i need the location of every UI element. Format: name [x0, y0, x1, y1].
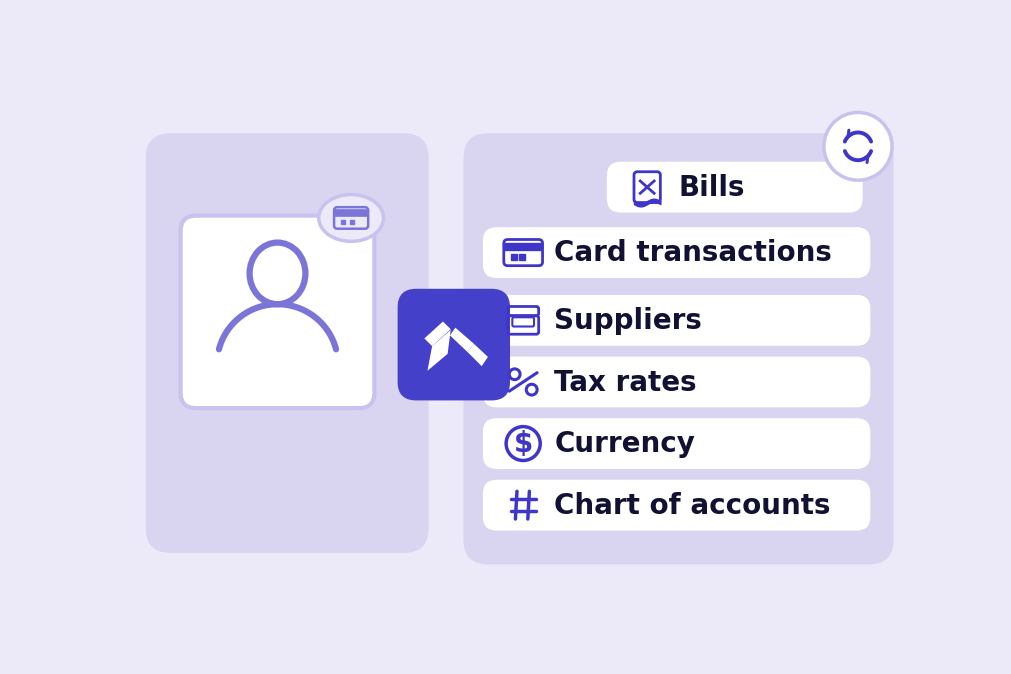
FancyBboxPatch shape — [483, 357, 870, 407]
FancyBboxPatch shape — [483, 227, 870, 278]
Text: Currency: Currency — [554, 430, 695, 458]
Text: Chart of accounts: Chart of accounts — [554, 492, 831, 520]
Text: Suppliers: Suppliers — [554, 307, 702, 335]
Text: Bills: Bills — [678, 174, 745, 202]
Text: Card transactions: Card transactions — [554, 239, 832, 268]
FancyBboxPatch shape — [483, 295, 870, 346]
Polygon shape — [428, 330, 451, 371]
Circle shape — [824, 113, 892, 180]
FancyBboxPatch shape — [483, 480, 870, 530]
Ellipse shape — [318, 195, 383, 241]
Text: $: $ — [514, 430, 533, 458]
FancyBboxPatch shape — [397, 288, 510, 400]
FancyBboxPatch shape — [463, 133, 894, 564]
FancyBboxPatch shape — [483, 418, 870, 469]
FancyBboxPatch shape — [607, 162, 862, 212]
FancyBboxPatch shape — [146, 133, 429, 553]
FancyBboxPatch shape — [181, 216, 374, 408]
Polygon shape — [450, 328, 474, 353]
Polygon shape — [425, 321, 451, 346]
Text: Tax rates: Tax rates — [554, 369, 697, 397]
Polygon shape — [468, 344, 488, 366]
